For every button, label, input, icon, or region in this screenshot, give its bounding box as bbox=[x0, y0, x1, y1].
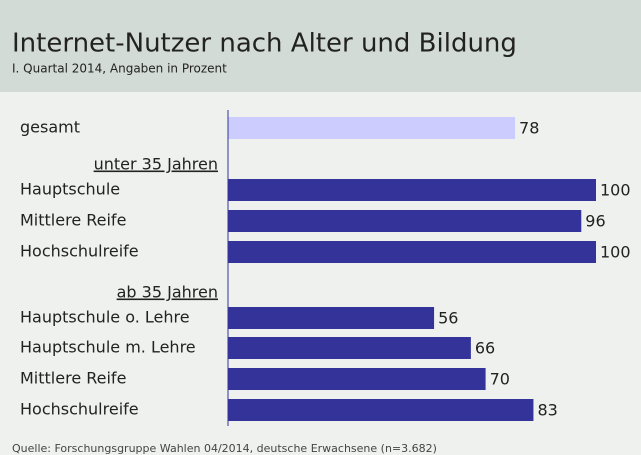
value-label: 96 bbox=[585, 212, 605, 231]
value-label: 70 bbox=[490, 370, 510, 389]
chart-title: Internet-Nutzer nach Alter und Bildung bbox=[12, 29, 517, 59]
bar bbox=[228, 399, 534, 421]
bar bbox=[228, 210, 582, 232]
bar bbox=[228, 179, 596, 201]
category-label: Mittlere Reife bbox=[20, 211, 126, 230]
bar bbox=[228, 307, 435, 329]
bar bbox=[228, 337, 471, 359]
source-note: Quelle: Forschungsgruppe Wahlen 04/2014,… bbox=[12, 442, 437, 455]
value-label: 83 bbox=[537, 401, 557, 420]
bar bbox=[228, 368, 486, 390]
value-label: 78 bbox=[519, 119, 539, 138]
category-label: Hauptschule m. Lehre bbox=[20, 338, 196, 357]
category-label: Hauptschule bbox=[20, 180, 120, 199]
header-band bbox=[0, 0, 641, 92]
category-label: Mittlere Reife bbox=[20, 369, 126, 388]
value-label: 66 bbox=[475, 339, 495, 358]
value-label: 100 bbox=[600, 181, 631, 200]
category-label: Hauptschule o. Lehre bbox=[20, 308, 190, 327]
category-label: gesamt bbox=[20, 118, 80, 137]
category-label: Hochschulreife bbox=[20, 242, 139, 261]
category-label: Hochschulreife bbox=[20, 400, 139, 419]
bar bbox=[228, 241, 596, 263]
group-heading: unter 35 Jahren bbox=[94, 155, 218, 174]
value-label: 56 bbox=[438, 309, 458, 328]
chart-subtitle: I. Quartal 2014, Angaben in Prozent bbox=[12, 62, 227, 76]
group-heading: ab 35 Jahren bbox=[117, 283, 218, 302]
bar bbox=[228, 117, 516, 139]
value-label: 100 bbox=[600, 243, 631, 262]
